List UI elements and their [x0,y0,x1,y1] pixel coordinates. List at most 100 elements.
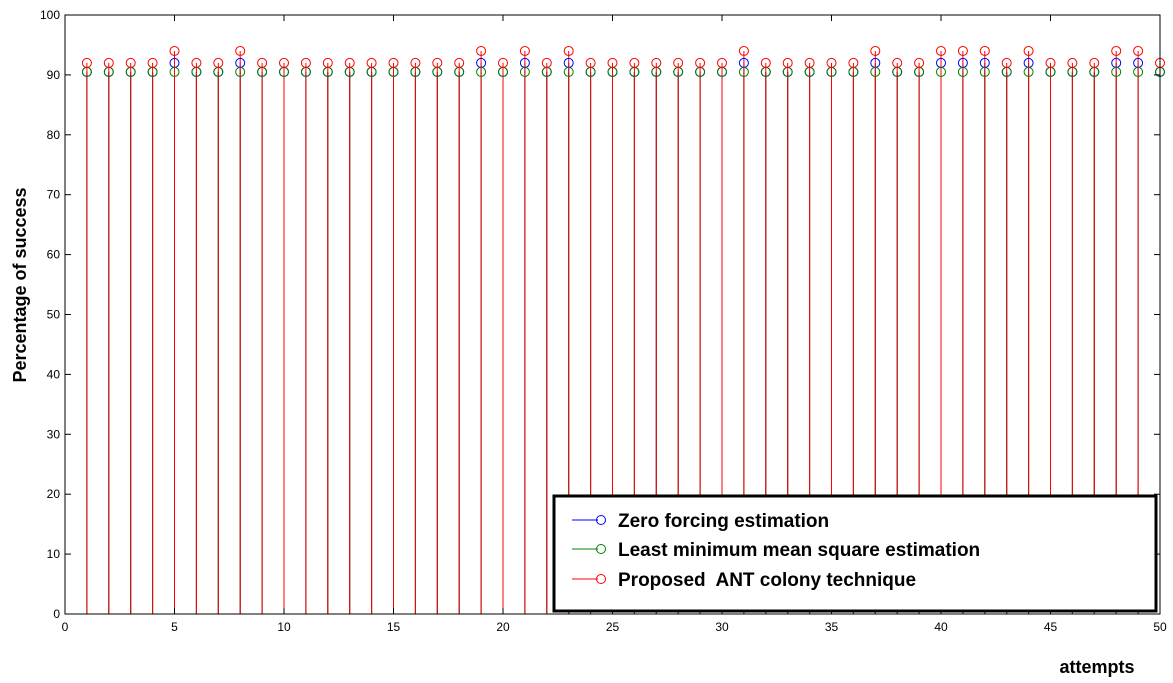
stem-marker-lmmse-5 [169,66,180,77]
stem-marker-lmmse-8 [235,66,246,77]
x-tick-label-10: 10 [277,620,291,634]
stem-marker-lmmse-41 [957,66,968,77]
stem-marker-lmmse-23 [563,66,574,77]
stem-marker-ant-colony-15 [388,57,399,68]
legend-marker-zero-forcing [596,515,606,525]
legend-label-lmmse: Least minimum mean square estimation [618,540,980,561]
stem-marker-lmmse-48 [1111,66,1122,77]
legend-box [552,494,1158,613]
stem-marker-ant-colony-3 [125,57,136,68]
stem-marker-ant-colony-38 [892,57,903,68]
stem-marker-ant-colony-18 [454,57,465,68]
legend-label-zero-forcing: Zero forcing estimation [618,511,829,532]
legend-marker-lmmse [596,544,606,554]
y-tick-label-0: 0 [53,607,60,621]
stem-marker-ant-colony-28 [673,57,684,68]
stem-marker-ant-colony-36 [848,57,859,68]
stem-marker-ant-colony-6 [191,57,202,68]
stem-marker-ant-colony-5 [169,45,180,56]
x-tick-label-40: 40 [934,620,948,634]
stem-marker-lmmse-40 [936,66,946,77]
stem-marker-ant-colony-10 [279,57,289,68]
stem-marker-ant-colony-1 [81,57,92,68]
stem-marker-ant-colony-11 [300,57,311,68]
stem-marker-ant-colony-4 [147,57,158,68]
stem-marker-lmmse-37 [870,66,881,77]
stem-marker-ant-colony-34 [804,57,815,68]
stem-marker-lmmse-21 [519,66,530,77]
y-tick-label-60: 60 [47,248,61,262]
y-tick-label-70: 70 [47,188,61,202]
y-axis-title: Percentage of success [10,187,30,382]
y-tick-label-20: 20 [47,487,61,501]
stem-marker-ant-colony-30 [717,57,727,68]
stem-marker-lmmse-49 [1133,66,1144,77]
stem-marker-lmmse-44 [1023,66,1034,77]
x-tick-label-35: 35 [825,620,839,634]
x-tick-label-15: 15 [387,620,401,634]
stem-marker-ant-colony-9 [257,57,268,68]
stem-marker-ant-colony-29 [695,57,706,68]
stem-marker-ant-colony-37 [870,45,881,56]
stem-marker-ant-colony-20 [498,57,508,68]
stem-markers-group [81,45,1165,77]
stem-marker-ant-colony-44 [1023,45,1034,56]
x-tick-label-50: 50 [1153,620,1167,634]
stem-marker-ant-colony-8 [235,45,246,56]
stem-marker-ant-colony-46 [1067,57,1078,68]
y-tick-label-50: 50 [47,308,61,322]
stem-marker-ant-colony-40 [936,45,946,56]
stem-marker-ant-colony-47 [1089,57,1100,68]
stem-marker-ant-colony-2 [103,57,114,68]
stem-marker-ant-colony-7 [213,57,224,68]
stem-marker-ant-colony-19 [476,45,487,56]
y-tick-label-30: 30 [47,427,61,441]
stem-marker-ant-colony-22 [541,57,552,68]
stem-marker-ant-colony-35 [826,57,837,68]
y-tick-label-10: 10 [47,547,61,561]
stem-marker-ant-colony-42 [979,45,990,56]
legend-entry-ant-colony: Proposed ANT colony technique [572,570,916,591]
stem-marker-ant-colony-27 [651,57,662,68]
stem-marker-ant-colony-31 [738,45,749,56]
stem-marker-ant-colony-21 [519,45,530,56]
stem-marker-ant-colony-48 [1111,45,1122,56]
stem-marker-ant-colony-14 [366,57,377,68]
y-tick-label-80: 80 [47,128,61,142]
legend-entry-zero-forcing: Zero forcing estimation [572,511,829,532]
legend-marker-ant-colony [596,574,606,584]
x-tick-label-5: 5 [171,620,178,634]
stem-marker-ant-colony-25 [607,57,618,68]
y-tick-label-40: 40 [47,367,61,381]
stem-marker-ant-colony-39 [914,57,925,68]
legend: Zero forcing estimation Least minimum me… [552,494,1158,613]
x-tick-label-0: 0 [62,620,69,634]
stem-marker-ant-colony-26 [629,57,640,68]
stem-marker-ant-colony-41 [957,45,968,56]
stem-marker-ant-colony-12 [322,57,333,68]
x-tick-label-25: 25 [606,620,620,634]
stem-marker-ant-colony-24 [585,57,596,68]
stem-marker-lmmse-31 [738,66,749,77]
y-tick-label-90: 90 [47,68,61,82]
stem-marker-ant-colony-23 [563,45,574,56]
stem-marker-ant-colony-49 [1133,45,1144,56]
y-tick-label-100: 100 [40,8,60,22]
y-axis-ticks: 0 10 20 30 40 50 60 70 80 90 100 [40,8,1160,621]
x-tick-label-30: 30 [715,620,729,634]
stem-marker-lmmse-19 [476,66,487,77]
x-axis-title: attempts [1059,657,1134,677]
legend-entry-lmmse: Least minimum mean square estimation [572,540,980,561]
x-tick-label-20: 20 [496,620,510,634]
stem-marker-ant-colony-13 [344,57,355,68]
stem-marker-ant-colony-33 [782,57,793,68]
stem-marker-ant-colony-16 [410,57,421,68]
stem-marker-ant-colony-43 [1001,57,1012,68]
stem-marker-ant-colony-17 [432,57,443,68]
stem-marker-ant-colony-45 [1045,57,1056,68]
x-tick-label-45: 45 [1044,620,1058,634]
x-axis-ticks: 0 5 10 15 20 25 30 35 40 45 50 [62,15,1167,634]
legend-label-ant-colony: Proposed ANT colony technique [618,570,916,591]
stem-marker-ant-colony-32 [760,57,771,68]
